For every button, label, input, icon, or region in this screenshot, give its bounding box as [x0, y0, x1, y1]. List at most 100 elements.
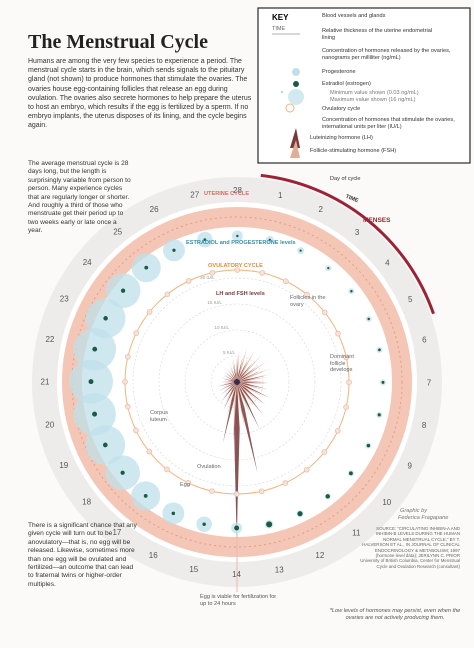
follicle	[335, 330, 341, 337]
estradiol-dot	[171, 511, 176, 516]
day-label: 23	[60, 294, 69, 303]
day-label: 14	[232, 570, 241, 579]
day-label: 3	[355, 228, 360, 237]
lh-spike	[237, 365, 258, 382]
fsh-spike	[221, 382, 237, 385]
day-label: 2	[319, 205, 324, 214]
follicle	[233, 491, 240, 497]
estradiol-dot	[367, 317, 370, 321]
estradiol-dot	[143, 494, 148, 498]
day-label: 20	[45, 420, 54, 429]
iu-ring-label: 5 IU/L	[223, 350, 236, 355]
lh-spike	[230, 367, 237, 382]
fsh-spike	[222, 377, 237, 382]
estradiol-dot	[144, 265, 149, 270]
day-label: 6	[422, 336, 427, 345]
estradiol-dot	[103, 316, 108, 321]
follicle	[343, 404, 349, 410]
fsh-spike	[225, 371, 237, 382]
follicle	[304, 291, 310, 298]
day-label: 4	[385, 259, 390, 268]
day-label: 21	[41, 378, 50, 387]
key-ovary-hormones: Concentration of hormones released by th…	[322, 48, 451, 61]
follicle	[146, 309, 153, 315]
estradiol-dot	[325, 494, 330, 499]
estradiol-dot	[88, 379, 94, 385]
fsh-spike	[229, 362, 237, 382]
egg-viable-label: Egg is viable for fertilization for up t…	[200, 594, 277, 607]
day-label: 9	[408, 462, 413, 471]
estradiol-dot	[92, 346, 98, 352]
day-label: 22	[45, 335, 54, 344]
day-label: 5	[408, 295, 413, 304]
lh-spike	[237, 375, 268, 382]
follicles-label: Follicles in the ovary	[290, 295, 326, 308]
lh-spike	[232, 361, 237, 382]
iu-ring	[158, 303, 316, 461]
lh-spike	[221, 378, 237, 382]
lh-spike	[234, 382, 240, 538]
ovarian-levels-label: ESTRADIOL and PROGESTERONE levels	[186, 240, 296, 246]
lh-spike	[237, 382, 268, 390]
key-max	[288, 89, 304, 105]
lh-spike	[220, 382, 237, 403]
key-ovulatory-label: Ovulatory cycle	[322, 106, 361, 112]
lh-spike	[237, 361, 254, 382]
lh-spike	[237, 356, 243, 382]
key-fsh-label: Follicle-stimulating hormone (FSH)	[310, 148, 397, 154]
estradiol-dot	[327, 266, 330, 270]
estradiol-dot	[381, 380, 385, 384]
fsh-spike	[237, 361, 267, 382]
follicle	[321, 449, 328, 455]
iu-ring	[132, 277, 342, 487]
follicle	[234, 267, 241, 273]
lh-spike	[236, 356, 238, 382]
follicle	[282, 480, 289, 486]
day-label: 10	[382, 498, 391, 507]
follicle	[346, 379, 352, 386]
lh-spike	[220, 382, 237, 395]
follicle	[321, 309, 328, 316]
day-label: 28	[233, 186, 242, 195]
fsh-spike	[237, 382, 265, 398]
follicle	[164, 466, 170, 473]
key-progesterone-label: Progesterone	[322, 69, 356, 75]
follicle	[343, 354, 350, 361]
ovulatory-label: OVULATORY CYCLE	[208, 263, 263, 269]
lh-spike	[216, 382, 237, 387]
key-title: KEY	[272, 13, 289, 22]
key-vessels: Blood vessels and glands	[322, 13, 386, 19]
key-stim-hormones: Concentration of hormones that stimulate…	[322, 117, 455, 130]
follicle	[125, 354, 131, 360]
footnote: *Low levels of hormones may persist, eve…	[329, 608, 461, 621]
lh-spike	[237, 382, 263, 415]
credit-name: Federica Fragapane	[398, 515, 449, 521]
key-estradiol	[293, 81, 299, 87]
lh-spike	[222, 375, 237, 382]
key-lh	[290, 128, 300, 148]
estradiol-dot	[236, 234, 239, 238]
estradiol-dot	[350, 290, 353, 293]
day-label: 8	[422, 421, 427, 430]
key-min-label: Minimum value shown (0.03 ng/mL)	[330, 90, 419, 96]
lh-spike	[237, 358, 249, 382]
estradiol-dot	[297, 511, 303, 517]
fsh-spike	[237, 355, 262, 382]
key-lining: Relative thickness of the uterine endome…	[322, 28, 433, 41]
key-max-label: Maximum value shown (16 ng/mL)	[330, 97, 416, 103]
lh-spike	[237, 370, 261, 382]
lh-spike	[223, 382, 237, 411]
follicle	[185, 278, 192, 284]
follicle	[209, 269, 216, 276]
fsh-spike	[222, 382, 237, 388]
day-label: 24	[83, 258, 92, 267]
key-fsh	[290, 140, 300, 158]
estradiol-dot	[202, 522, 206, 526]
follicle	[209, 488, 215, 494]
fsh-spike	[228, 369, 237, 382]
estradiol-dot	[92, 411, 98, 417]
iu-ring-label: 15 IU/L	[207, 300, 222, 305]
menses-label: MENSES	[363, 217, 391, 224]
